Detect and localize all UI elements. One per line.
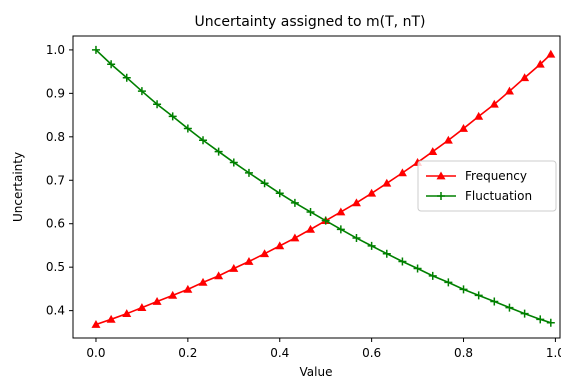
- axes-frame: [72, 35, 561, 339]
- data-point-fluctuation: [229, 158, 238, 167]
- data-point-frequency: [183, 284, 193, 293]
- series-fluctuation: [91, 45, 555, 327]
- x-axis: 0.0 0.2 0.4 0.6 0.8 1.0: [86, 338, 561, 360]
- y-axis: 0.4 0.5 0.6 0.7 0.8 0.9 1.0: [46, 43, 73, 318]
- data-point-frequency: [122, 309, 132, 318]
- data-point-fluctuation: [137, 87, 146, 96]
- data-point-frequency: [489, 99, 499, 108]
- data-point-frequency: [214, 271, 224, 280]
- data-point-fluctuation: [352, 234, 361, 243]
- data-point-fluctuation: [260, 179, 269, 188]
- data-point-frequency: [198, 277, 208, 286]
- data-point-frequency: [106, 314, 116, 323]
- data-point-frequency: [520, 73, 530, 82]
- data-point-fluctuation: [199, 136, 208, 145]
- x-tick-label: 0.8: [454, 346, 473, 360]
- data-point-fluctuation: [505, 303, 514, 312]
- data-point-fluctuation: [459, 285, 468, 294]
- data-point-fluctuation: [398, 257, 407, 266]
- data-point-frequency: [336, 207, 346, 216]
- x-tick-label: 0.0: [86, 346, 105, 360]
- y-tick-label: 1.0: [46, 43, 65, 57]
- data-point-frequency: [290, 233, 300, 242]
- data-point-frequency: [397, 168, 407, 177]
- data-point-fluctuation: [382, 249, 391, 258]
- data-point-frequency: [275, 241, 285, 250]
- y-tick-label: 0.8: [46, 130, 65, 144]
- data-point-frequency: [244, 257, 254, 265]
- data-point-frequency: [137, 303, 147, 311]
- data-point-frequency: [428, 147, 438, 155]
- x-tick-label: 0.4: [270, 346, 289, 360]
- data-point-frequency: [260, 249, 270, 258]
- data-point-fluctuation: [520, 309, 529, 318]
- data-point-frequency: [351, 198, 361, 207]
- data-point-frequency: [91, 320, 101, 328]
- y-tick-label: 0.5: [46, 260, 65, 274]
- legend-item-fluctuation: Fluctuation: [426, 189, 532, 203]
- data-point-fluctuation: [444, 278, 453, 287]
- data-point-fluctuation: [428, 271, 437, 280]
- data-point-frequency: [546, 49, 556, 58]
- data-point-fluctuation: [183, 124, 192, 133]
- data-point-fluctuation: [91, 45, 100, 54]
- data-point-fluctuation: [275, 189, 284, 198]
- data-point-frequency: [535, 59, 545, 68]
- data-point-frequency: [306, 224, 316, 233]
- data-point-fluctuation: [153, 100, 162, 109]
- y-tick-label: 0.6: [46, 217, 65, 231]
- x-tick-label: 0.2: [178, 346, 197, 360]
- chart-title: Uncertainty assigned to m(T, nT): [195, 14, 426, 30]
- data-point-frequency: [504, 86, 514, 95]
- y-tick-label: 0.9: [46, 86, 65, 100]
- data-point-fluctuation: [413, 264, 422, 273]
- data-point-fluctuation: [490, 297, 499, 306]
- data-point-fluctuation: [168, 112, 177, 121]
- data-point-frequency: [152, 296, 162, 305]
- data-point-fluctuation: [536, 315, 545, 324]
- data-point-fluctuation: [321, 216, 330, 225]
- y-tick-label: 0.7: [46, 173, 65, 187]
- data-point-fluctuation: [306, 207, 315, 216]
- data-point-fluctuation: [244, 168, 253, 177]
- y-tick-label: 0.4: [46, 304, 65, 318]
- data-point-fluctuation: [122, 73, 131, 82]
- x-tick-label: 0.6: [362, 346, 381, 360]
- legend-label: Fluctuation: [465, 189, 532, 203]
- data-point-fluctuation: [214, 147, 223, 156]
- data-point-fluctuation: [546, 318, 555, 327]
- legend-item-frequency: Frequency: [426, 169, 527, 183]
- legend: Frequency Fluctuation: [417, 160, 557, 212]
- legend-label: Frequency: [465, 169, 527, 183]
- data-point-fluctuation: [107, 60, 116, 69]
- legend-swatch-marker: [437, 192, 445, 200]
- data-point-fluctuation: [474, 291, 483, 300]
- data-point-fluctuation: [336, 225, 345, 234]
- legend-box: [417, 160, 557, 212]
- data-point-frequency: [382, 178, 392, 187]
- data-point-frequency: [443, 135, 453, 144]
- data-point-fluctuation: [367, 241, 376, 250]
- data-point-frequency: [459, 124, 469, 132]
- data-point-frequency: [474, 111, 484, 120]
- data-point-frequency: [367, 188, 377, 197]
- x-axis-label: Value: [300, 365, 333, 379]
- data-point-frequency: [229, 263, 239, 272]
- data-point-frequency: [168, 290, 178, 299]
- data-point-fluctuation: [290, 198, 299, 207]
- y-axis-label: Uncertainty: [11, 152, 25, 222]
- legend-swatch-marker: [436, 171, 446, 180]
- x-tick-label: 1.0: [546, 346, 561, 360]
